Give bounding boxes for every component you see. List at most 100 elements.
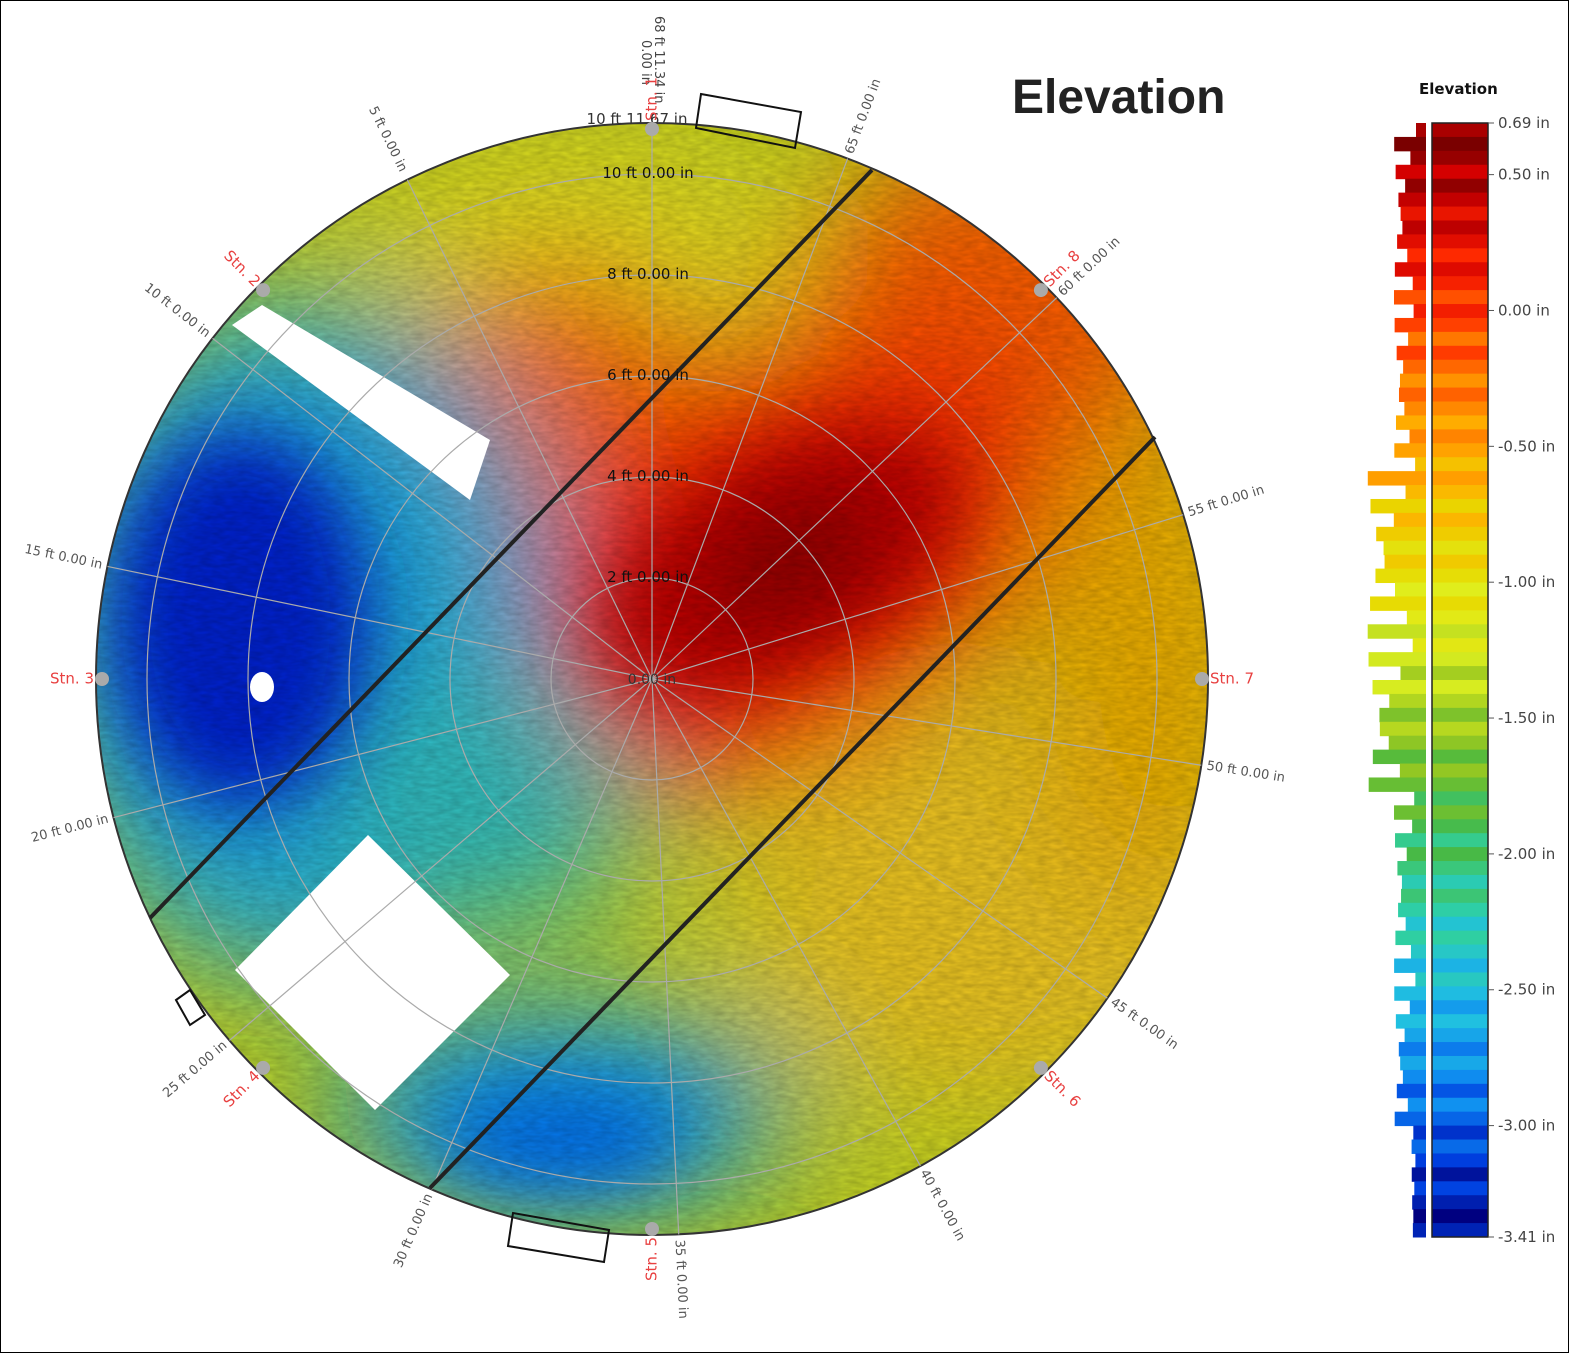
colorbar-band bbox=[1432, 206, 1488, 221]
colorbar-band bbox=[1432, 512, 1488, 528]
colorbar-band bbox=[1432, 234, 1488, 249]
histogram-bar bbox=[1389, 693, 1426, 709]
station-marker bbox=[256, 283, 271, 298]
angular-tick-label: 25 ft 0.00 in bbox=[160, 1038, 230, 1101]
colorbar-band bbox=[1432, 1042, 1488, 1057]
radial-tick-label: 4 ft 0.00 in bbox=[607, 467, 689, 485]
colorbar-band bbox=[1432, 944, 1488, 959]
colorbar-tick-label: -2.50 in bbox=[1498, 981, 1555, 999]
center-label: 0.00 in bbox=[628, 672, 676, 688]
angular-gridline bbox=[113, 678, 653, 819]
histogram-bar bbox=[1394, 1111, 1426, 1127]
histogram-bar bbox=[1406, 847, 1426, 862]
nozzle-outline bbox=[506, 1211, 611, 1264]
colorbar-band bbox=[1432, 1181, 1488, 1196]
histogram-bar bbox=[1372, 680, 1426, 695]
histogram-bar bbox=[1396, 345, 1426, 361]
colorbar-band bbox=[1432, 290, 1488, 305]
histogram-bar bbox=[1372, 749, 1426, 765]
radial-tick-label: 2 ft 0.00 in bbox=[607, 568, 689, 586]
colorbar-band bbox=[1432, 164, 1488, 180]
colorbar-band bbox=[1432, 276, 1488, 291]
histogram-bar bbox=[1394, 317, 1426, 333]
histogram-bar bbox=[1405, 916, 1426, 932]
histogram-bar bbox=[1395, 582, 1426, 597]
histogram-bar bbox=[1370, 596, 1426, 611]
radial-tick-label: 6 ft 0.00 in bbox=[607, 366, 689, 384]
colorbar-band bbox=[1432, 526, 1488, 542]
histogram-bar bbox=[1388, 735, 1426, 751]
histogram-bar bbox=[1405, 178, 1426, 194]
station-label: Stn. 5 bbox=[643, 1237, 661, 1281]
colorbar-band bbox=[1432, 888, 1488, 904]
colorbar-band bbox=[1432, 652, 1488, 667]
angular-gridline bbox=[651, 514, 1184, 680]
histogram-bar bbox=[1397, 234, 1426, 249]
colorbar-band bbox=[1432, 304, 1488, 319]
histogram-bar bbox=[1412, 1223, 1426, 1238]
angular-gridline bbox=[651, 297, 1058, 680]
colorbar-tick-label: -2.00 in bbox=[1498, 845, 1555, 863]
station-marker bbox=[256, 1060, 271, 1075]
colorbar: 0.69 in 0.50 in 0.00 in -0.50 in -1.00 in -1.… bbox=[1367, 114, 1555, 1246]
colorbar-tick-label: 0.00 in bbox=[1498, 301, 1550, 319]
colorbar-band bbox=[1432, 666, 1488, 681]
colorbar-band bbox=[1432, 1055, 1488, 1071]
histogram-bar bbox=[1394, 805, 1426, 820]
histogram-bar bbox=[1413, 1209, 1426, 1224]
colorbar-band bbox=[1432, 192, 1488, 208]
histogram-bar bbox=[1397, 861, 1426, 876]
histogram-bar bbox=[1394, 443, 1426, 458]
circumference-zero-label: 0.00 in bbox=[638, 40, 653, 85]
station-marker bbox=[645, 1222, 659, 1236]
histogram-bar bbox=[1415, 457, 1426, 472]
histogram-bar bbox=[1411, 1167, 1426, 1182]
seam-line bbox=[428, 435, 1157, 1190]
angular-gridline bbox=[651, 678, 1202, 766]
histogram-bar bbox=[1393, 512, 1426, 528]
histogram-bar bbox=[1400, 1055, 1426, 1071]
colorbar-outline bbox=[1431, 122, 1489, 1238]
histogram-bar bbox=[1384, 554, 1426, 570]
colorbar-band bbox=[1432, 972, 1488, 987]
colorbar-band bbox=[1432, 749, 1488, 765]
nozzle-outline bbox=[174, 988, 207, 1027]
histogram-bar bbox=[1400, 206, 1426, 221]
colorbar-band bbox=[1432, 1028, 1488, 1043]
histogram-bar bbox=[1367, 471, 1426, 486]
station-label: Stn. 1 bbox=[643, 77, 661, 121]
histogram-bar bbox=[1370, 498, 1426, 514]
colorbar-band bbox=[1432, 610, 1488, 625]
no-data-region bbox=[235, 835, 510, 1110]
colorbar-band bbox=[1432, 707, 1488, 723]
colorbar-band bbox=[1432, 387, 1488, 402]
histogram-bar bbox=[1410, 150, 1426, 166]
histogram-bar bbox=[1400, 666, 1426, 681]
histogram-bar bbox=[1411, 1139, 1426, 1154]
colorbar-band bbox=[1432, 540, 1488, 556]
histogram-bar bbox=[1401, 874, 1426, 890]
colorbar-band bbox=[1432, 359, 1488, 375]
colorbar-band bbox=[1432, 123, 1488, 138]
angular-tick-label: 5 ft 0.00 in bbox=[365, 104, 410, 174]
station-marker bbox=[95, 672, 109, 686]
colorbar-band bbox=[1432, 833, 1488, 848]
histogram-bar bbox=[1367, 624, 1426, 639]
histogram-bar bbox=[1394, 136, 1426, 152]
station-label: Stn. 4 bbox=[220, 1067, 264, 1111]
angular-gridline bbox=[651, 678, 680, 1235]
angular-tick-label: 45 ft 0.00 in bbox=[1107, 995, 1180, 1053]
colorbar-band bbox=[1432, 498, 1488, 514]
histogram-bar bbox=[1379, 721, 1426, 737]
histogram-bar bbox=[1401, 888, 1426, 904]
colorbar-title: Elevation bbox=[1419, 80, 1498, 98]
angular-tick-label: 65 ft 0.00 in bbox=[842, 77, 884, 156]
histogram-bar bbox=[1409, 429, 1426, 444]
chart-title: Elevation bbox=[1012, 71, 1226, 124]
colorbar-band bbox=[1432, 805, 1488, 820]
colorbar-band bbox=[1432, 986, 1488, 1001]
angular-gridline bbox=[406, 179, 653, 680]
station-label: Stn. 2 bbox=[220, 247, 264, 291]
angular-tick-label: 20 ft 0.00 in bbox=[30, 812, 110, 846]
